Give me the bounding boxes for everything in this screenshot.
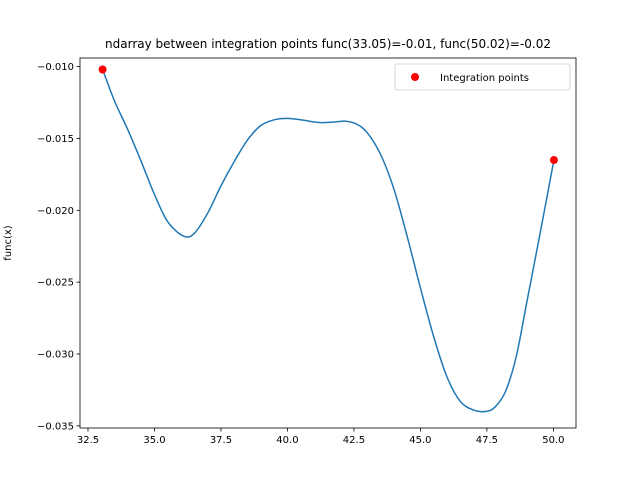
legend: Integration points	[394, 63, 571, 91]
y-tick-label-5: −0.035	[37, 421, 74, 432]
x-tick-label-2: 37.5	[210, 435, 232, 446]
x-tick-label-0: 32.5	[77, 435, 99, 446]
chart-title: ndarray between integration points func(…	[105, 37, 551, 51]
series-layer	[98, 65, 558, 413]
x-tick-label-4: 42.5	[343, 435, 365, 446]
y-tick-label-4: −0.030	[37, 350, 74, 361]
legend-box	[394, 63, 571, 91]
x-tick-label-1: 35.0	[143, 435, 165, 446]
y-axis-label: func(x)	[3, 225, 14, 261]
legend-label-integration-points: Integration points	[440, 73, 529, 84]
axes-frame	[79, 57, 577, 429]
series-line-0	[101, 69, 555, 413]
y-axis-ticks: −0.010 −0.015 −0.020 −0.025 −0.030 −0.035	[37, 62, 80, 432]
plot-area	[80, 58, 576, 428]
x-tick-label-7: 50.0	[542, 435, 564, 446]
x-tick-label-5: 45.0	[409, 435, 431, 446]
integration-point-0	[98, 65, 107, 74]
integration-point-1	[549, 156, 558, 165]
y-tick-label-1: −0.015	[37, 134, 74, 145]
y-tick-label-2: −0.020	[37, 206, 74, 217]
y-tick-label-3: −0.025	[37, 278, 74, 289]
legend-marker-integration-points	[411, 73, 419, 81]
x-tick-label-6: 47.5	[476, 435, 498, 446]
x-tick-label-3: 40.0	[276, 435, 298, 446]
x-axis-ticks: 32.5 35.0 37.5 40.0 42.5 45.0 47.5 50.0	[77, 428, 565, 446]
y-tick-label-0: −0.010	[37, 62, 74, 73]
axes-layer	[79, 57, 577, 429]
